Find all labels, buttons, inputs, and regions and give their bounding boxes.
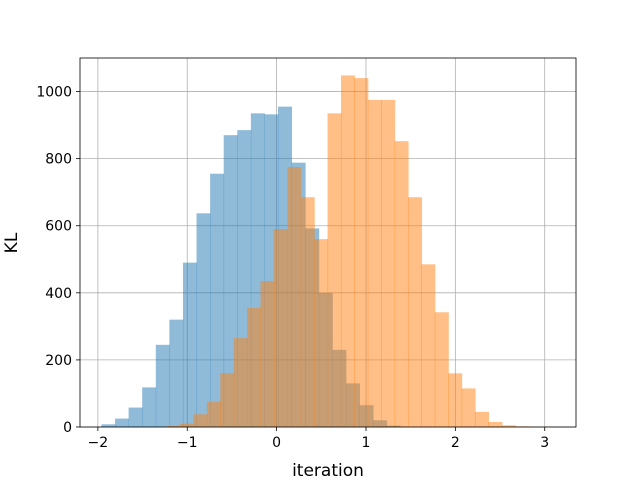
histogram-bar <box>155 344 170 427</box>
y-tick-label: 200 <box>45 353 72 369</box>
histogram-bar <box>273 229 288 427</box>
histogram-bar <box>166 425 181 427</box>
histogram-bar <box>206 401 221 427</box>
x-tick-label: 1 <box>362 435 371 451</box>
y-axis-ticks: 0 200 400 600 800 1000 <box>36 85 80 436</box>
histogram-bar <box>314 239 329 427</box>
histogram-bar <box>475 411 489 427</box>
histogram-bar <box>287 167 302 428</box>
histogram-bar <box>128 407 143 427</box>
y-tick-label: 0 <box>63 420 72 436</box>
histogram-bar <box>142 387 157 427</box>
histogram-bar <box>421 264 436 427</box>
histogram-bar <box>260 281 275 427</box>
bars <box>101 75 557 428</box>
histogram-bar <box>407 197 422 427</box>
histogram-bar <box>196 213 211 427</box>
histogram-bar <box>327 113 342 427</box>
histogram-bar <box>300 197 315 427</box>
histogram-bar <box>488 421 503 427</box>
y-tick-label: 800 <box>45 152 72 168</box>
histogram-bar <box>115 418 130 427</box>
histogram-bar <box>448 373 463 427</box>
histogram-bar <box>182 262 197 427</box>
x-tick-label: 0 <box>272 435 281 451</box>
histogram-bar <box>169 319 184 427</box>
histogram-bar <box>434 312 449 427</box>
histogram-bar <box>501 425 516 427</box>
series-2-bars <box>166 75 557 428</box>
plot-frame <box>79 57 577 428</box>
x-axis-ticks: −2 −1 0 1 2 3 <box>88 427 549 451</box>
histogram-bar <box>367 99 382 427</box>
y-tick-label: 1000 <box>36 85 72 101</box>
histogram-bar <box>381 99 396 427</box>
histogram-bar <box>247 307 262 427</box>
histogram-bar <box>220 373 235 427</box>
x-tick-label: 2 <box>451 435 460 451</box>
histogram-bar <box>101 424 116 427</box>
histogram-bar <box>354 78 369 428</box>
histogram-bar <box>394 141 409 427</box>
y-tick-label: 600 <box>45 219 72 235</box>
histogram-bar <box>180 423 195 427</box>
histogram-bar <box>340 75 355 427</box>
histogram-bar <box>461 388 476 427</box>
y-axis-label: KL <box>2 232 22 253</box>
y-tick-label: 400 <box>45 286 72 302</box>
x-axis-label: iteration <box>292 461 364 480</box>
x-tick-label: −2 <box>88 435 109 451</box>
x-tick-label: 3 <box>540 435 549 451</box>
histogram-bar <box>210 173 225 427</box>
x-tick-label: −1 <box>177 435 198 451</box>
histogram-bar <box>233 338 248 427</box>
histogram-bar <box>193 414 208 427</box>
